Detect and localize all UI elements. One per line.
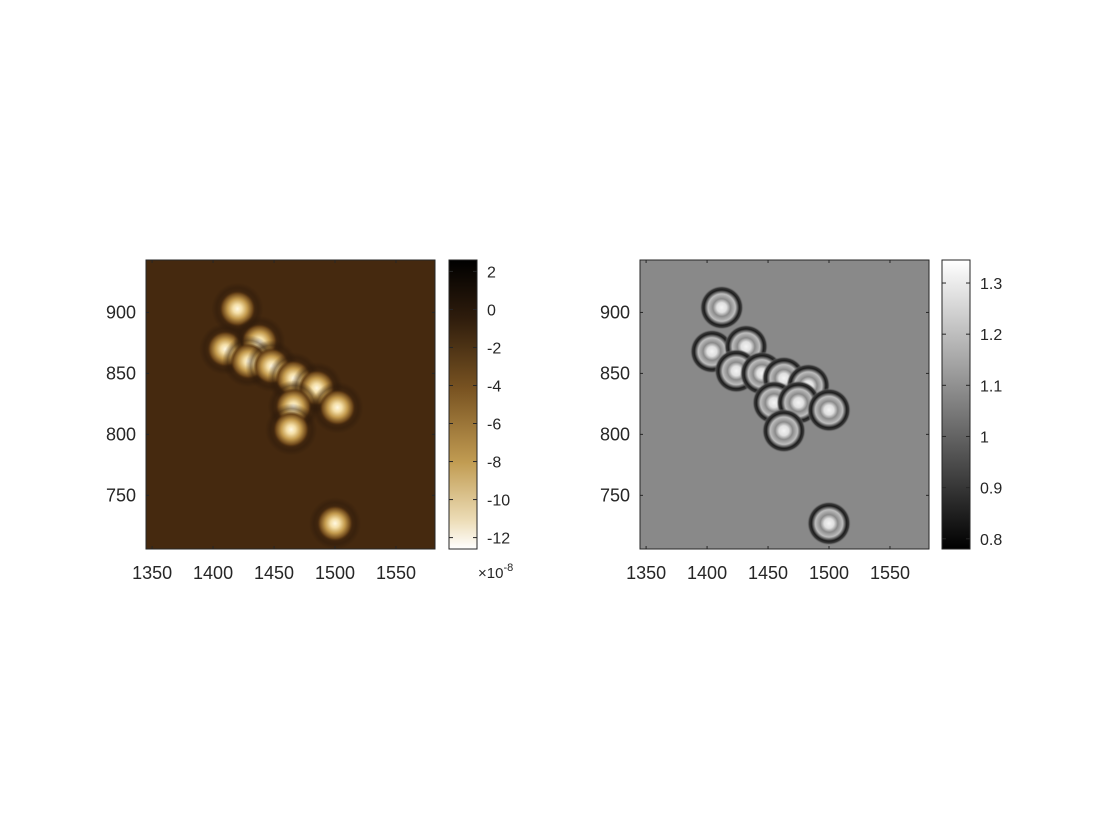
copper-plot-frame [145, 259, 436, 550]
gray-spots-layer [689, 285, 852, 546]
gray-axes: 1350 1400 1450 1500 1550 750 800 850 900 [600, 260, 929, 583]
x-tick-label: 1500 [315, 563, 355, 583]
x-tick-label: 1350 [132, 563, 172, 583]
y-tick-label: 850 [106, 363, 136, 383]
x-tick-label: 1450 [748, 563, 788, 583]
colorbar-tick-label: -10 [487, 493, 510, 510]
colorbar-tick-label: 0.8 [980, 532, 1002, 549]
colorbar-tick-label: -8 [487, 455, 501, 472]
y-tick-label: 750 [600, 485, 630, 505]
spot-12 [807, 501, 852, 546]
gray-colorbar [941, 259, 971, 550]
colorbar-tick-label: -6 [487, 417, 501, 434]
x-tick-label: 1400 [687, 563, 727, 583]
gray-plot-frame [639, 259, 930, 550]
copper-panel: 1350 1400 1450 1500 1550 750 800 850 900 2 0 -2 -4 -… [106, 259, 513, 583]
spot-11 [317, 505, 354, 542]
colorbar-tick-label: 0.9 [980, 481, 1002, 498]
copper-colorbar [448, 259, 478, 550]
y-tick-label: 750 [106, 485, 136, 505]
y-tick-label: 900 [600, 302, 630, 322]
colorbar-exponent-label: ×10-8 [478, 562, 513, 582]
gray-colorbar-ticks: 1.3 1.2 1.1 1 0.9 0.8 [942, 276, 1002, 549]
colorbar-tick-label: 1.1 [980, 378, 1002, 395]
colorbar-tick-label: 1 [980, 429, 989, 446]
y-tick-label: 800 [106, 424, 136, 444]
x-tick-label: 1550 [376, 563, 416, 583]
colorbar-exponent-power: -8 [503, 562, 513, 574]
y-tick-label: 900 [106, 302, 136, 322]
copper-spots-layer [199, 282, 364, 549]
colorbar-exponent-base: ×10 [478, 565, 503, 582]
x-tick-label: 1350 [626, 563, 666, 583]
colorbar-tick-label: 0 [487, 302, 496, 319]
x-tick-label: 1400 [193, 563, 233, 583]
colorbar-tick-label: -12 [487, 531, 510, 548]
y-tick-label: 800 [600, 424, 630, 444]
colorbar-tick-label: 1.2 [980, 327, 1002, 344]
colorbar-tick-label: -2 [487, 340, 501, 357]
colorbar-tick-label: -4 [487, 378, 501, 395]
colorbar-tick-label: 1.3 [980, 276, 1002, 293]
y-tick-label: 850 [600, 363, 630, 383]
spot-10 [273, 411, 310, 448]
spot-11 [761, 408, 806, 453]
colorbar-tick-label: 2 [487, 264, 496, 281]
x-tick-label: 1450 [254, 563, 294, 583]
x-tick-label: 1550 [870, 563, 910, 583]
spot-1 [219, 290, 256, 327]
copper-colorbar-ticks: 2 0 -2 -4 -6 -8 -10 -12 [449, 264, 510, 548]
copper-axes: 1350 1400 1450 1500 1550 750 800 850 900 [106, 260, 435, 583]
x-tick-label: 1500 [809, 563, 849, 583]
spot-10 [807, 387, 852, 432]
spot-9 [319, 389, 356, 426]
spot-1 [699, 285, 744, 330]
